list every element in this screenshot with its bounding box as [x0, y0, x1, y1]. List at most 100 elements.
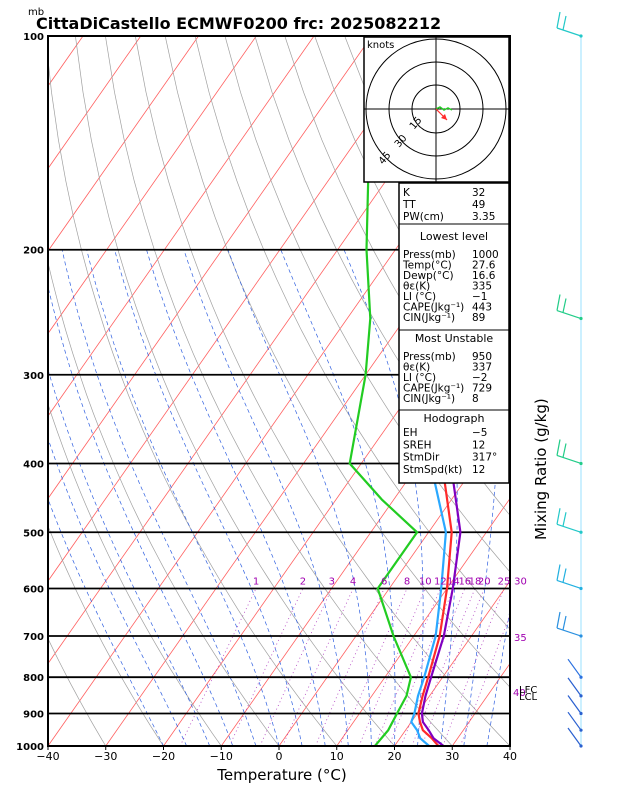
- storm-motion-arrowhead: [441, 114, 447, 120]
- most-unstable-label: LI (°C): [403, 372, 436, 384]
- index-label: K: [403, 187, 411, 199]
- pressure-tick-300: 300: [23, 371, 44, 382]
- index-label: TT: [402, 199, 416, 211]
- lowest-level-label: θε(K): [403, 281, 430, 293]
- wind-barb-feather: [562, 298, 567, 313]
- wind-barb-feather: [556, 294, 561, 311]
- wind-barb-dot: [579, 586, 583, 591]
- wind-barbs: [556, 11, 583, 748]
- wind-barb: [556, 627, 582, 637]
- dry-adiabat: [48, 56, 338, 746]
- most-unstable-label: θε(K): [403, 362, 430, 374]
- most-unstable-value: 950: [472, 351, 492, 363]
- x-tick-label: −20: [152, 750, 175, 763]
- pressure-tick-600: 600: [23, 584, 44, 595]
- moist-adiabat: [280, 249, 396, 746]
- lowest-level-value: 89: [472, 312, 485, 324]
- wind-barb: [556, 309, 582, 320]
- wind-barb-dot: [579, 744, 583, 748]
- hodograph-row-value: −5: [472, 427, 487, 439]
- pressure-tick-labels: 100 200 300 400 500 600 700 800 900 1000: [16, 32, 44, 753]
- wind-barb-feather: [562, 15, 567, 31]
- wind-barb: [556, 523, 582, 533]
- isotherm: [48, 36, 142, 170]
- dry-adiabat: [134, 36, 510, 746]
- hodograph-box-rows: EH −5 SREH 12 StmDir 317° StmSpd(kt) 12: [403, 427, 497, 476]
- index-value: 32: [472, 187, 485, 199]
- mixing-ratio-label: 4: [350, 576, 356, 587]
- most-unstable-label: Press(mb): [403, 351, 456, 363]
- mixing-ratio-label: 30: [514, 576, 527, 587]
- temperature-tick-labels: −40 −30 −20 −10 0 10 20 30 40: [36, 746, 517, 763]
- wind-barb-dot: [579, 530, 583, 534]
- wind-barb-feather: [562, 443, 567, 458]
- mixing-ratio-label: 3: [329, 576, 335, 587]
- wind-barb-feather: [556, 564, 561, 581]
- wind-barb-dot: [579, 634, 583, 638]
- pressure-tick-400: 400: [23, 459, 44, 470]
- mixing-ratio-label: 12: [434, 576, 447, 587]
- wind-barb-feather: [562, 512, 567, 527]
- wind-barb-dot: [579, 675, 583, 679]
- index-value: 3.35: [472, 211, 495, 223]
- moist-adiabat: [183, 249, 349, 746]
- dry-adiabat: [493, 36, 510, 67]
- lowest-level-value: 335: [472, 281, 492, 293]
- hodograph-ring-30: [388, 61, 484, 157]
- pressure-tick-500: 500: [23, 528, 44, 539]
- wind-barb: [567, 711, 582, 731]
- wind-barb-feather: [562, 568, 567, 583]
- mixing-ratio-line: [315, 588, 385, 746]
- mixing-ratio-line: [282, 588, 354, 746]
- moist-adiabat: [48, 437, 187, 746]
- pressure-tick-1000: 1000: [16, 742, 44, 753]
- indices-panel: K 32 TT 49 PW(cm) 3.35 Lowest level Press(mb)…: [398, 182, 510, 484]
- wind-barb-feather: [556, 508, 561, 525]
- most-unstable-value: 8: [472, 393, 479, 405]
- most-unstable-value: −2: [472, 372, 487, 384]
- wind-barb: [556, 454, 582, 465]
- x-tick-label: 10: [330, 750, 344, 763]
- isotherm: [394, 580, 510, 746]
- dry-adiabat: [194, 36, 510, 630]
- isotherm: [48, 36, 430, 582]
- mixing-ratio-line: [179, 588, 257, 746]
- unit-mb-label: mb: [28, 7, 44, 18]
- lowest-level-value: 16.6: [472, 270, 496, 282]
- index-label: PW(cm): [403, 211, 444, 223]
- isotherm: [48, 36, 315, 417]
- lowest-level-header: Lowest level: [420, 230, 488, 243]
- mixing-ratio-label: 10: [419, 576, 432, 587]
- mixing-ratio-line: [339, 588, 408, 746]
- wind-barb-feather: [556, 611, 561, 629]
- wind-barb: [567, 677, 582, 697]
- dry-adiabat: [524, 36, 618, 746]
- mixing-ratio-label: 2: [300, 576, 306, 587]
- x-axis-label: Temperature (°C): [216, 766, 346, 784]
- wind-barb-feather: [556, 439, 561, 456]
- isotherm: [105, 167, 510, 746]
- profile-series-3: [348, 36, 419, 746]
- dry-adiabat: [554, 36, 618, 746]
- most-unstable-value: 337: [472, 362, 492, 374]
- mixing-ratio-label: 14: [447, 576, 460, 587]
- mixing-ratio-label: 20: [478, 576, 491, 587]
- mixing-ratio-40-label: 40: [513, 688, 526, 699]
- x-tick-label: 40: [503, 750, 517, 763]
- x-tick-label: −40: [36, 750, 59, 763]
- hodograph-row-value: 12: [472, 464, 485, 476]
- most-unstable-label: CAPE(Jkg⁻¹): [403, 383, 464, 395]
- wind-barb: [567, 727, 582, 747]
- mixing-ratio-label: 16: [458, 576, 471, 587]
- wind-barb-dot: [579, 316, 583, 321]
- hodograph-panel: knots 15 30 45: [363, 36, 510, 183]
- lowest-level-value: 27.6: [472, 260, 496, 272]
- most-unstable-header: Most Unstable: [415, 332, 494, 345]
- lowest-level-label: Press(mb): [403, 249, 456, 261]
- mixing-ratio-line: [229, 588, 304, 746]
- moist-adiabat: [48, 498, 164, 746]
- mixing-ratio-axis-label: Mixing Ratio (g/kg): [532, 398, 550, 540]
- mixing-ratio-label: 18: [469, 576, 482, 587]
